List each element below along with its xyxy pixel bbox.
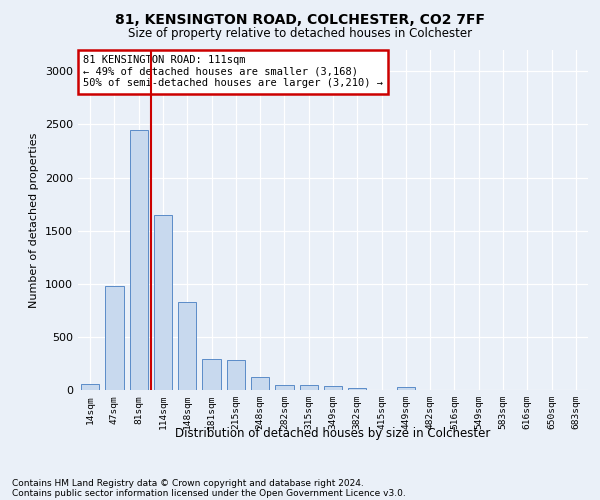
Bar [227,360,245,390]
Bar [299,385,318,390]
Bar [348,388,367,390]
Text: 81, KENSINGTON ROAD, COLCHESTER, CO2 7FF: 81, KENSINGTON ROAD, COLCHESTER, CO2 7FF [115,12,485,26]
Bar [251,377,269,390]
Bar [81,384,99,390]
Bar [106,286,124,390]
Text: Contains public sector information licensed under the Open Government Licence v3: Contains public sector information licen… [12,488,406,498]
Bar [202,359,221,390]
Text: Distribution of detached houses by size in Colchester: Distribution of detached houses by size … [175,428,491,440]
Y-axis label: Number of detached properties: Number of detached properties [29,132,40,308]
Bar [275,384,293,390]
Text: Contains HM Land Registry data © Crown copyright and database right 2024.: Contains HM Land Registry data © Crown c… [12,478,364,488]
Bar [154,214,172,390]
Bar [324,386,342,390]
Bar [397,387,415,390]
Text: Size of property relative to detached houses in Colchester: Size of property relative to detached ho… [128,28,472,40]
Bar [130,130,148,390]
Bar [178,302,196,390]
Text: 81 KENSINGTON ROAD: 111sqm
← 49% of detached houses are smaller (3,168)
50% of s: 81 KENSINGTON ROAD: 111sqm ← 49% of deta… [83,55,383,88]
